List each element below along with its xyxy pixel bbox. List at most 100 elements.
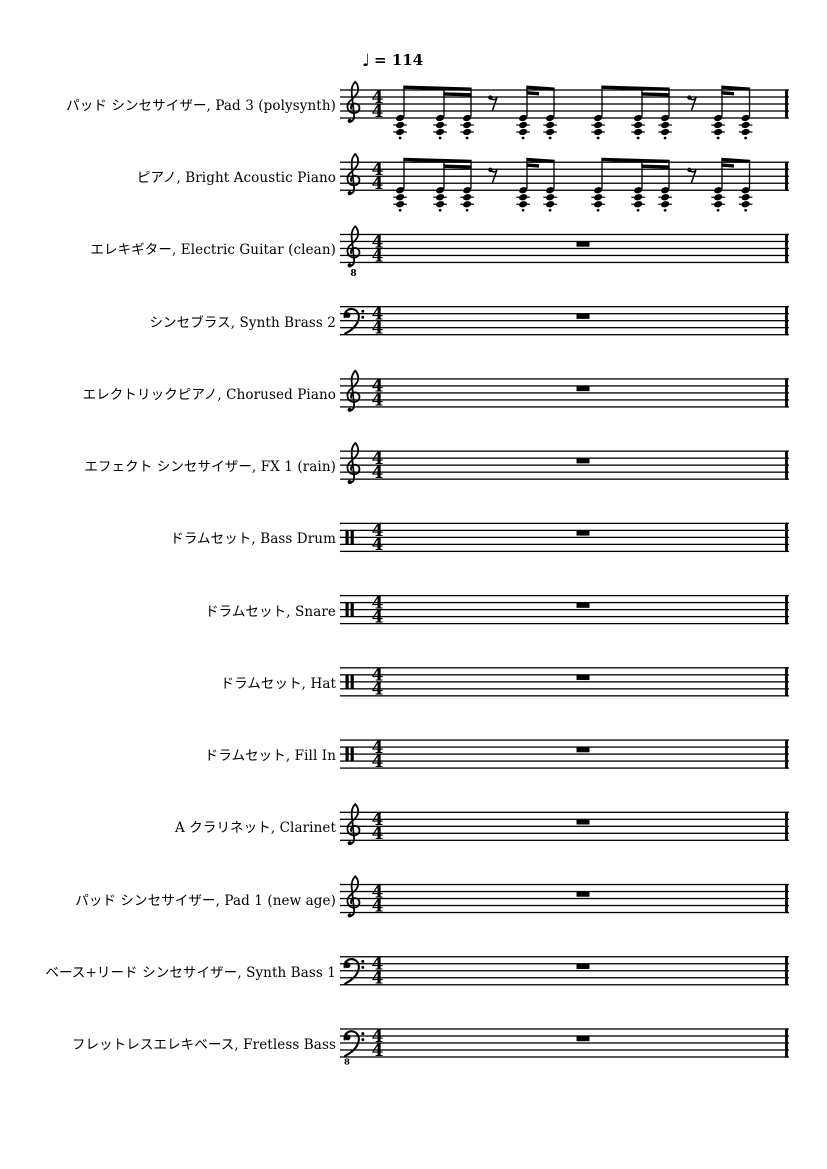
final-barline <box>785 378 788 408</box>
chord <box>543 160 557 212</box>
staff-lines <box>340 811 789 841</box>
final-barline <box>785 594 788 625</box>
svg-text:4: 4 <box>372 666 384 686</box>
beam <box>526 157 555 164</box>
percussion-clef-icon <box>345 674 354 689</box>
quarter-note-icon: ♩ <box>362 51 371 71</box>
staff-label-10: ドラムセット, Fill In <box>204 748 336 765</box>
sixteenth-beam <box>641 92 670 97</box>
treble-clef-icon <box>346 152 361 196</box>
chord <box>631 87 645 140</box>
chord <box>591 86 605 140</box>
staff-14-notation: 8 44 <box>340 1027 789 1067</box>
beam <box>601 157 670 164</box>
staff-3-notation: 8 44 <box>340 225 789 279</box>
sixteenth-beam <box>443 164 472 169</box>
chord <box>433 87 447 140</box>
svg-text:8: 8 <box>344 1057 350 1067</box>
whole-measure-rest <box>576 747 590 753</box>
chord <box>433 159 447 212</box>
beamed-chord-group <box>516 85 557 140</box>
svg-text:4: 4 <box>372 535 384 555</box>
svg-text:4: 4 <box>372 824 384 844</box>
staff-label-2: ピアノ, Bright Acoustic Piano <box>136 170 336 187</box>
time-signature: 44 <box>372 882 384 916</box>
chord <box>393 158 407 212</box>
staff-lines <box>340 450 789 480</box>
staff-10-notation: 44 <box>340 738 789 772</box>
staff-6-notation: 44 <box>340 441 789 485</box>
treble-clef-icon <box>346 802 361 846</box>
whole-measure-rest <box>576 313 590 319</box>
whole-measure-rest <box>576 674 590 681</box>
staff-label-1: パッド シンセサイザー, Pad 3 (polysynth) <box>66 98 336 114</box>
time-signature: 44 <box>372 738 384 772</box>
staff-8-notation: 44 <box>340 593 789 627</box>
beamed-chord-group <box>591 85 672 140</box>
whole-measure-rest <box>576 602 590 608</box>
staff-label-3: エレキギター, Electric Guitar (clean) <box>90 242 336 259</box>
whole-measure-rest <box>576 819 590 825</box>
staff-lines <box>340 1028 789 1058</box>
whole-measure-rest <box>576 1035 590 1042</box>
beamed-chord-group <box>591 157 672 212</box>
final-barline <box>785 667 788 697</box>
staff-13-notation: 44 <box>340 955 789 989</box>
final-barline <box>785 89 788 119</box>
svg-text:4: 4 <box>372 1027 384 1047</box>
sixteenth-beam-stub <box>526 163 539 168</box>
staff-lines <box>340 306 789 336</box>
treble-clef-icon <box>346 441 361 485</box>
chord <box>543 88 557 140</box>
svg-text:4: 4 <box>372 593 384 613</box>
sixteenth-beam-stub <box>721 163 734 168</box>
staff-lines <box>340 739 789 769</box>
bass-clef-icon <box>343 957 365 985</box>
chord <box>516 158 530 212</box>
chord <box>658 160 672 212</box>
sixteenth-beam <box>641 164 670 169</box>
final-barline <box>785 233 788 264</box>
final-barline <box>785 811 788 841</box>
svg-text:4: 4 <box>372 391 384 411</box>
svg-text:4: 4 <box>372 304 384 324</box>
chord <box>460 160 474 212</box>
time-signature: 44 <box>372 160 384 194</box>
staff-lines <box>340 89 789 119</box>
staff-lines <box>340 378 789 408</box>
staff-label-9: ドラムセット, Hat <box>220 675 336 692</box>
beam <box>721 85 751 91</box>
whole-measure-rest <box>576 458 590 464</box>
svg-text:4: 4 <box>372 521 384 541</box>
final-barline <box>785 1028 788 1058</box>
time-signature: 44 <box>372 304 384 338</box>
tempo-text: = 114 <box>374 51 424 69</box>
time-signature: 44 <box>372 1027 384 1061</box>
time-signature: 44 <box>372 449 384 483</box>
bass-clef-8vb-icon: 8 <box>343 1030 365 1067</box>
chord <box>516 86 530 140</box>
svg-text:4: 4 <box>372 88 384 108</box>
chord <box>591 158 605 212</box>
staff-label-6: エフェクト シンセサイザー, FX 1 (rain) <box>84 459 336 476</box>
whole-measure-rest <box>576 891 590 897</box>
tempo-marking: ♩ = 114 <box>362 51 423 71</box>
eighth-rest <box>687 167 698 183</box>
staff-label-13: ベース+リード シンセサイザー, Synth Bass 1 <box>45 964 336 981</box>
final-barline <box>785 883 788 914</box>
staff-label-5: エレクトリックピアノ, Chorused Piano <box>82 386 336 403</box>
chord <box>711 86 725 140</box>
chord <box>738 160 753 212</box>
svg-text:4: 4 <box>372 752 384 772</box>
staff-2-notation: 44 <box>340 152 789 212</box>
sixteenth-beam-stub <box>721 91 734 96</box>
staff-label-14: フレットレスエレキベース, Fretless Bass <box>71 1036 336 1053</box>
svg-text:4: 4 <box>372 955 384 975</box>
time-signature: 44 <box>372 88 384 122</box>
whole-measure-rest <box>576 530 590 536</box>
beamed-chord-group <box>516 157 557 212</box>
whole-measure-rest <box>576 963 590 969</box>
staff-lines <box>340 956 789 986</box>
eighth-rest <box>488 167 499 183</box>
staff-label-12: パッド シンセサイザー, Pad 1 (new age) <box>75 892 336 909</box>
